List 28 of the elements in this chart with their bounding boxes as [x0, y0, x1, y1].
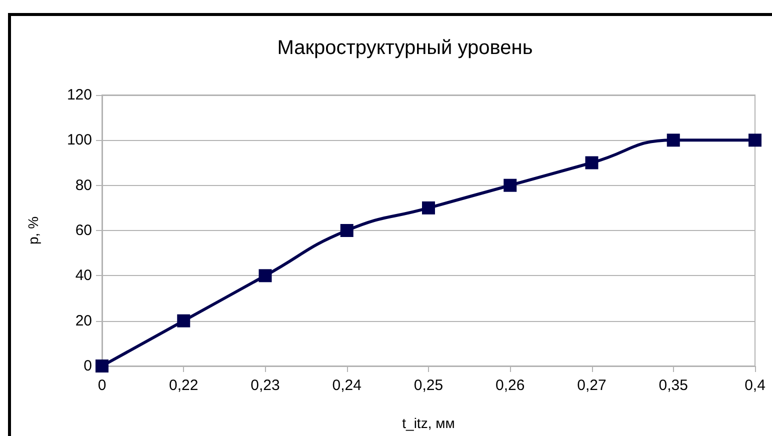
x-tick-label: 0,27	[577, 377, 606, 394]
x-tick-label: 0,25	[414, 377, 444, 394]
y-tick-label: 60	[75, 222, 92, 239]
x-tick-label: 0,4	[744, 377, 766, 394]
y-tick-label: 120	[66, 86, 92, 104]
point	[422, 201, 435, 214]
point	[340, 224, 354, 237]
point	[177, 314, 190, 328]
point	[96, 360, 108, 372]
x-tick-label: 0	[98, 377, 106, 394]
x-tick-label: 0,23	[250, 377, 280, 394]
x-tick-label: 0,35	[658, 377, 688, 394]
point	[585, 156, 598, 170]
point	[504, 178, 517, 192]
x-tick-label: 0,24	[332, 377, 362, 394]
y-tick-label: 100	[66, 132, 92, 149]
chart-title: Макроструктурный уровень	[277, 37, 533, 59]
y-tick-label: 20	[75, 312, 92, 330]
point	[258, 269, 272, 282]
y-tick-label: 0	[84, 358, 92, 374]
y-axis-title: p, %	[25, 216, 41, 245]
x-tick-label: 0,22	[169, 377, 198, 394]
point	[748, 134, 762, 147]
x-tick-label: 0,26	[496, 377, 525, 394]
y-tick-label: 80	[75, 176, 92, 194]
y-tick-label: 40	[75, 267, 92, 284]
x-axis-title: t_itz, мм	[402, 415, 455, 431]
point	[666, 134, 680, 147]
